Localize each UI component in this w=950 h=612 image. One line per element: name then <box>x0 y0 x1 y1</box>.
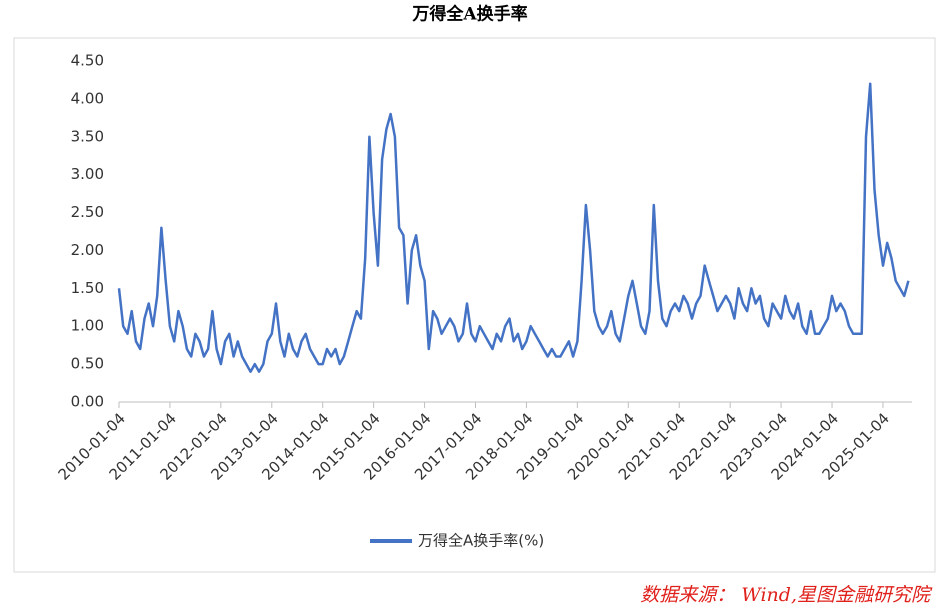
y-tick-label: 4.50 <box>71 52 104 70</box>
data-line <box>117 82 910 373</box>
y-tick-label: 1.00 <box>71 317 104 335</box>
y-tick-label: 2.50 <box>71 203 104 221</box>
y-tick-label: 3.50 <box>71 127 104 145</box>
y-tick-label: 2.00 <box>71 241 104 259</box>
chart-title: 万得全A换手率 <box>411 4 527 25</box>
legend-label: 万得全A换手率(%) <box>418 532 544 550</box>
y-tick-label: 3.00 <box>71 165 104 183</box>
y-tick-label: 4.00 <box>71 89 104 107</box>
source-note: 数据来源： Wind,星图金融研究院 <box>640 584 933 606</box>
y-tick-label: 1.50 <box>71 279 104 297</box>
y-tick-label: 0.50 <box>71 355 104 373</box>
chart-frame <box>13 37 936 573</box>
y-tick-label: 0.00 <box>71 393 104 411</box>
